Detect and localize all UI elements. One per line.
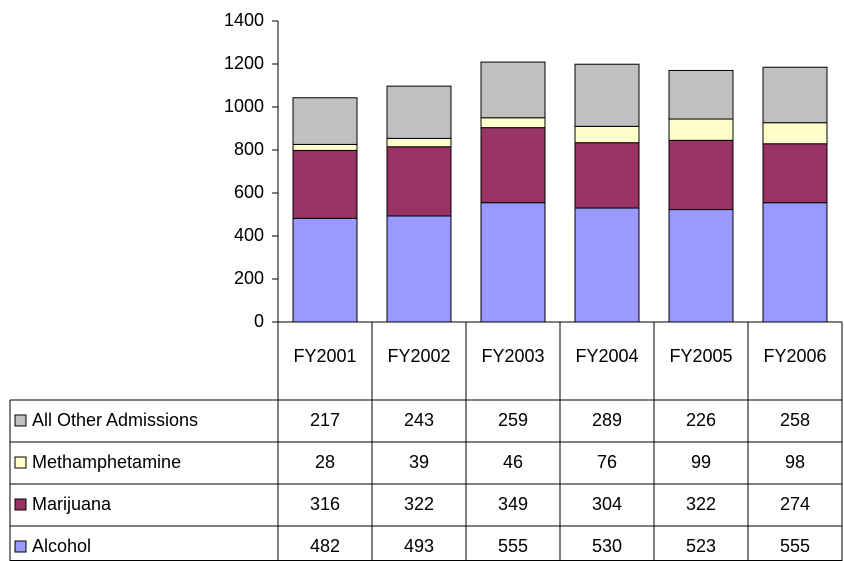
bar-segment <box>574 207 640 323</box>
legend-label: All Other Admissions <box>32 410 198 430</box>
table-value: 322 <box>404 494 434 514</box>
bar-segment <box>292 149 358 219</box>
table-value: 349 <box>498 494 528 514</box>
y-tick-label: 800 <box>234 139 264 159</box>
table-value: 39 <box>409 452 429 472</box>
bar-segment <box>574 63 640 127</box>
table-value: 28 <box>315 452 335 472</box>
table-value: 99 <box>691 452 711 472</box>
table-value: 76 <box>597 452 617 472</box>
table-value: 217 <box>310 410 340 430</box>
table-value: 555 <box>498 536 528 556</box>
legend-swatch <box>14 540 27 553</box>
bar-segment <box>292 217 358 323</box>
y-tick-label: 1000 <box>224 96 264 116</box>
table-value: 274 <box>780 494 810 514</box>
bar-segment <box>480 127 546 204</box>
bar-segment <box>762 143 828 204</box>
table-value: 304 <box>592 494 622 514</box>
x-tick-label: FY2002 <box>387 346 450 366</box>
bar-segment <box>574 142 640 209</box>
table-value: 258 <box>780 410 810 430</box>
bar-segment <box>386 146 452 217</box>
bar-segment <box>668 209 734 323</box>
bar-segment <box>480 61 546 119</box>
table-value: 46 <box>503 452 523 472</box>
legend-label: Marijuana <box>32 494 112 514</box>
bar-segment <box>480 202 546 323</box>
x-tick-label: FY2004 <box>575 346 638 366</box>
table-value: 482 <box>310 536 340 556</box>
y-tick-label: 1200 <box>224 53 264 73</box>
x-tick-label: FY2006 <box>763 346 826 366</box>
table-value: 555 <box>780 536 810 556</box>
table-value: 322 <box>686 494 716 514</box>
bar-segment <box>762 122 828 145</box>
bar-segment <box>386 85 452 139</box>
table-value: 98 <box>785 452 805 472</box>
x-tick-label: FY2003 <box>481 346 544 366</box>
legend-label: Methamphetamine <box>32 452 181 472</box>
bar-segment <box>386 215 452 323</box>
x-tick-label: FY2001 <box>293 346 356 366</box>
table-value: 289 <box>592 410 622 430</box>
bar-segment <box>762 66 828 124</box>
bar-segment <box>574 125 640 144</box>
legend-label: Alcohol <box>32 536 91 556</box>
table-value: 523 <box>686 536 716 556</box>
bar-segment <box>292 97 358 145</box>
table-value: 259 <box>498 410 528 430</box>
table-value: 493 <box>404 536 434 556</box>
legend-swatch <box>14 456 27 469</box>
bar-segment <box>668 139 734 211</box>
legend-swatch <box>14 498 27 511</box>
legend-swatch <box>14 414 27 427</box>
table-value: 243 <box>404 410 434 430</box>
y-tick-label: 0 <box>254 311 264 331</box>
bar-segment <box>292 143 358 151</box>
bar-segment <box>668 69 734 120</box>
table-value: 316 <box>310 494 340 514</box>
y-tick-label: 600 <box>234 182 264 202</box>
table-value: 530 <box>592 536 622 556</box>
bar-segment <box>668 118 734 141</box>
bar-segment <box>386 137 452 148</box>
y-tick-label: 1400 <box>224 10 264 30</box>
bar-segment <box>762 202 828 323</box>
y-tick-label: 400 <box>234 225 264 245</box>
y-tick-label: 200 <box>234 268 264 288</box>
x-tick-label: FY2005 <box>669 346 732 366</box>
table-value: 226 <box>686 410 716 430</box>
bar-segment <box>480 117 546 129</box>
